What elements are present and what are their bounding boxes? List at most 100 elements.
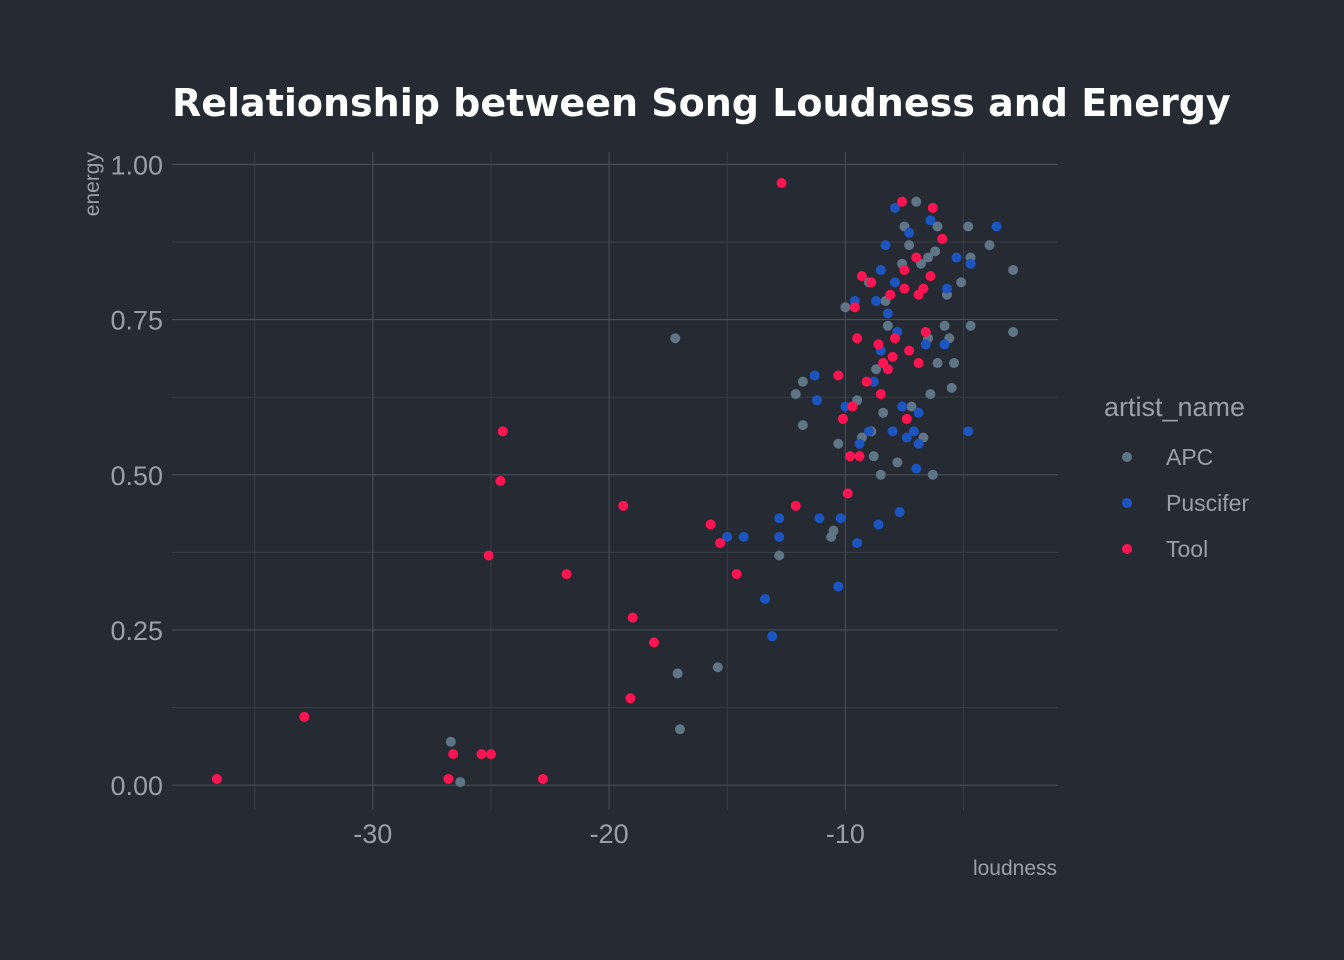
legend-label-apc: APC: [1166, 444, 1213, 470]
point-puscifer: [913, 407, 924, 418]
point-apc: [878, 407, 889, 418]
point-apc: [875, 469, 886, 480]
point-puscifer: [951, 252, 962, 263]
point-tool: [847, 401, 858, 412]
point-puscifer: [904, 227, 915, 238]
point-apc: [674, 724, 685, 735]
point-puscifer: [722, 531, 733, 542]
grid-lines: [172, 152, 1058, 810]
legend-title: artist_name: [1104, 392, 1245, 422]
point-tool: [845, 451, 856, 462]
point-apc: [949, 358, 960, 369]
point-tool: [861, 376, 872, 387]
legend-key-puscifer: [1122, 498, 1132, 508]
point-tool: [625, 693, 636, 704]
point-tool: [899, 283, 910, 294]
point-apc: [445, 736, 456, 747]
point-apc: [840, 302, 851, 313]
point-tool: [911, 252, 922, 263]
point-tool: [873, 339, 884, 350]
point-tool: [901, 413, 912, 424]
point-puscifer: [882, 308, 893, 319]
point-tool: [627, 612, 638, 623]
point-tool: [875, 389, 886, 400]
point-puscifer: [889, 277, 900, 288]
point-puscifer: [965, 258, 976, 269]
point-tool: [882, 364, 893, 375]
point-tool: [852, 333, 863, 344]
point-puscifer: [854, 438, 865, 449]
point-tool: [927, 202, 938, 213]
point-apc: [911, 196, 922, 207]
point-tool: [299, 711, 310, 722]
point-puscifer: [840, 401, 851, 412]
point-apc: [868, 451, 879, 462]
point-tool: [854, 451, 865, 462]
y-tick-label: 0.25: [110, 616, 163, 646]
point-puscifer: [889, 202, 900, 213]
y-tick-label: 0.75: [110, 306, 163, 336]
point-puscifer: [809, 370, 820, 381]
legend: artist_name APC Puscifer Tool: [1104, 392, 1249, 562]
point-apc: [956, 277, 967, 288]
y-tick-label: 1.00: [110, 150, 163, 180]
x-tick-label: -20: [590, 819, 629, 849]
point-puscifer: [863, 426, 874, 437]
point-tool: [485, 749, 496, 760]
point-apc: [939, 320, 950, 331]
point-apc: [965, 320, 976, 331]
point-tool: [497, 426, 508, 437]
point-puscifer: [911, 463, 922, 474]
legend-label-puscifer: Puscifer: [1166, 490, 1249, 516]
point-tool: [561, 569, 572, 580]
point-puscifer: [920, 339, 931, 350]
point-tool: [618, 500, 629, 511]
point-tool: [648, 637, 659, 648]
point-puscifer: [835, 513, 846, 524]
point-apc: [790, 389, 801, 400]
point-apc: [930, 246, 941, 257]
point-tool: [731, 569, 742, 580]
point-puscifer: [875, 264, 886, 275]
point-tool: [448, 749, 459, 760]
point-apc: [882, 320, 893, 331]
point-puscifer: [774, 531, 785, 542]
point-tool: [443, 773, 454, 784]
x-tick-label: -10: [826, 819, 865, 849]
point-tool: [937, 233, 948, 244]
point-puscifer: [894, 507, 905, 518]
point-apc: [906, 401, 917, 412]
point-puscifer: [897, 401, 908, 412]
point-puscifer: [908, 426, 919, 437]
point-apc: [797, 420, 808, 431]
point-puscifer: [963, 426, 974, 437]
point-puscifer: [991, 221, 1002, 232]
point-apc: [672, 668, 683, 679]
point-apc: [892, 457, 903, 468]
point-apc: [774, 550, 785, 561]
point-puscifer: [767, 631, 778, 642]
point-apc: [712, 662, 723, 673]
point-puscifer: [774, 513, 785, 524]
point-apc: [1008, 264, 1019, 275]
point-tool: [885, 289, 896, 300]
legend-key-tool: [1122, 544, 1132, 554]
point-apc: [923, 252, 934, 263]
point-apc: [833, 438, 844, 449]
point-tool: [897, 196, 908, 207]
point-tool: [776, 178, 787, 189]
point-apc: [828, 525, 839, 536]
x-axis-ticks: -30 -20 -10: [353, 819, 865, 849]
point-apc: [946, 382, 957, 393]
point-tool: [842, 488, 853, 499]
x-tick-label: -30: [353, 819, 392, 849]
point-puscifer: [760, 593, 771, 604]
point-tool: [790, 500, 801, 511]
point-puscifer: [833, 581, 844, 592]
point-apc: [963, 221, 974, 232]
point-puscifer: [814, 513, 825, 524]
point-tool: [476, 749, 487, 760]
point-puscifer: [941, 283, 952, 294]
legend-label-tool: Tool: [1166, 536, 1208, 562]
